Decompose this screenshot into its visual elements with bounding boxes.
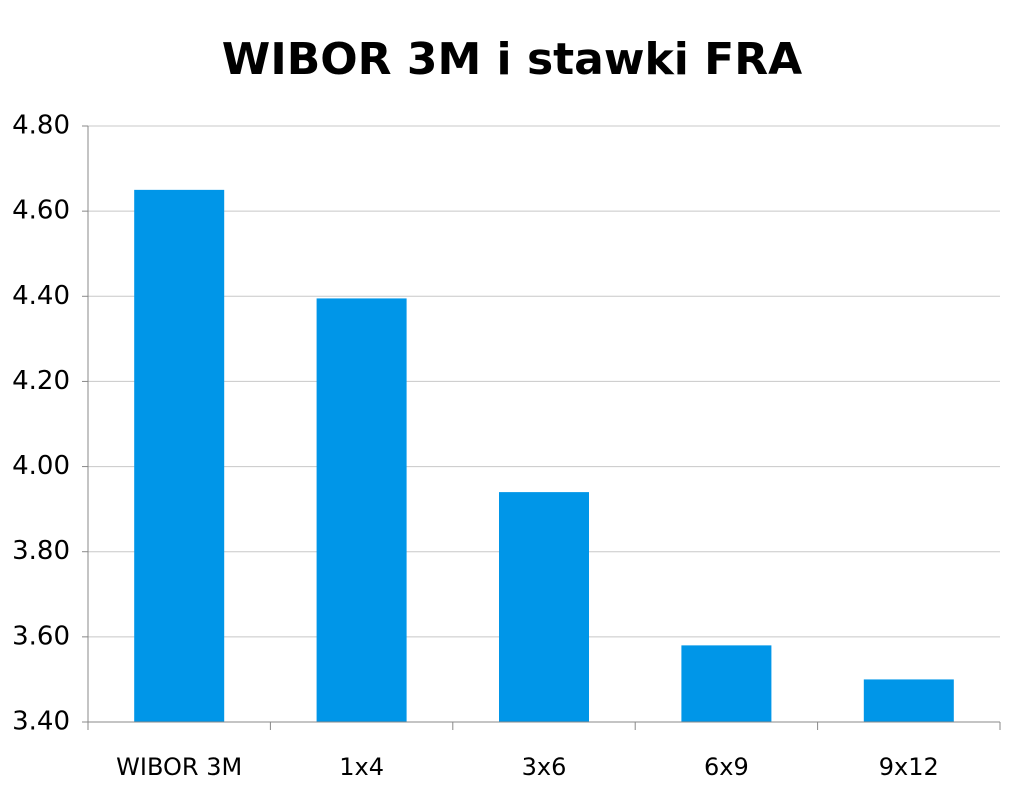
- x-tick-label: 3x6: [522, 753, 567, 781]
- x-tick-label: 9x12: [879, 753, 939, 781]
- bar: [863, 679, 954, 722]
- y-tick-label: 4.20: [12, 366, 70, 396]
- y-tick-label: 3.60: [12, 621, 70, 651]
- y-tick-label: 4.40: [12, 281, 70, 311]
- chart-title: WIBOR 3M i stawki FRA: [222, 34, 802, 85]
- bar: [316, 298, 407, 722]
- y-tick-label: 3.40: [12, 707, 70, 737]
- x-tick-label: 1x4: [339, 753, 384, 781]
- bar: [499, 492, 589, 722]
- y-tick-label: 4.00: [12, 451, 70, 481]
- bar: [134, 189, 225, 722]
- y-tick-label: 4.60: [12, 196, 70, 226]
- bar: [681, 645, 772, 722]
- y-tick-label: 3.80: [12, 536, 70, 566]
- x-tick-label: 6x9: [704, 753, 749, 781]
- x-tick-label: WIBOR 3M: [116, 753, 242, 781]
- y-tick-label: 4.80: [12, 111, 70, 141]
